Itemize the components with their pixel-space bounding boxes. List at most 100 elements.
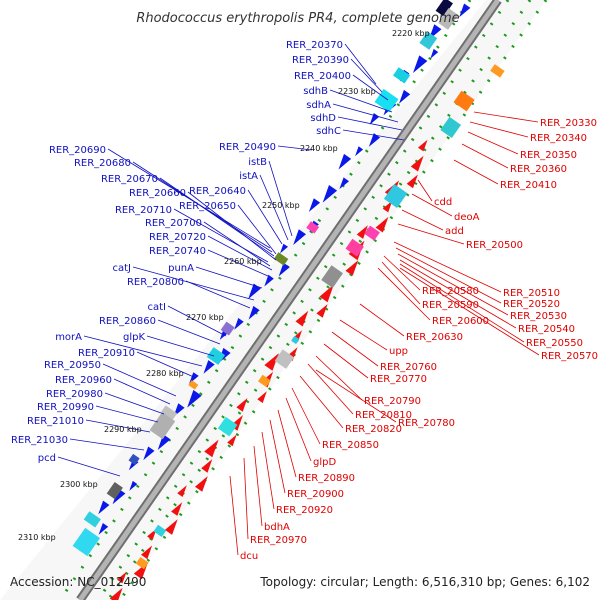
- reverse-gene-label: RER_20410: [500, 180, 557, 191]
- gene-features: [72, 0, 505, 600]
- leader-line: [85, 419, 151, 433]
- track-background: [0, 0, 546, 600]
- forward-gene-label: catI: [148, 302, 167, 313]
- reverse-gene-arrow: [382, 200, 393, 213]
- kbp-tick-label: 2220 kbp: [392, 29, 430, 38]
- reverse-gene-label: RER_20500: [466, 240, 523, 251]
- reverse-gene-label: RER_20510: [503, 288, 560, 299]
- forward-gene-arrow: [248, 283, 261, 300]
- forward-gene-label: istB: [248, 157, 267, 168]
- leader-line: [253, 445, 263, 527]
- gene-feature-block: [438, 8, 459, 30]
- forward-gene-arrow: [234, 318, 244, 330]
- leader-line: [315, 369, 397, 423]
- kbp-tick-label: 2270 kbp: [186, 313, 224, 322]
- leader-line: [159, 177, 275, 257]
- gene-feature-block: [128, 453, 140, 465]
- leader-line: [399, 263, 525, 343]
- reverse-gene-label: cdd: [434, 197, 452, 208]
- forward-gene-labels: RER_20370 RER_20390 RER_20400 sdhB sdhA sdhD s…: [11, 40, 351, 464]
- gene-feature-block: [306, 221, 320, 234]
- forward-gene-arrow: [293, 229, 306, 245]
- kbp-tick-label: 2290 kbp: [104, 425, 142, 434]
- leader-line: [167, 305, 227, 337]
- leader-line: [383, 255, 421, 291]
- forward-gene-label: punA: [168, 263, 194, 274]
- leader-line: [359, 303, 405, 337]
- reverse-gene-label: RER_20790: [364, 396, 421, 407]
- leader-line: [277, 409, 297, 478]
- reverse-gene-arrow: [117, 571, 127, 584]
- leader-line: [185, 280, 251, 309]
- gene-feature-block: [153, 524, 167, 538]
- forward-gene-label: RER_20490: [219, 142, 276, 153]
- forward-gene-arrow: [308, 198, 321, 212]
- leader-line: [277, 145, 313, 151]
- forward-gene-label: sdhA: [306, 100, 331, 111]
- reverse-gene-label: RER_20350: [520, 150, 577, 161]
- reverse-gene-arrow: [141, 545, 153, 560]
- reverse-gene-label: bdhA: [264, 522, 290, 533]
- leader-line: [377, 267, 431, 321]
- forward-gene-arrow: [280, 243, 288, 254]
- accession-text: Accession: NC_012490: [10, 575, 146, 589]
- forward-gene-label: RER_20700: [145, 218, 202, 229]
- kbp-tick-label: 2260 kbp: [224, 257, 262, 266]
- leader-line: [393, 241, 502, 293]
- reverse-gene-arrow: [236, 398, 248, 412]
- leader-line: [243, 457, 249, 540]
- leader-line: [411, 193, 453, 217]
- forward-gene-label: RER_20800: [127, 277, 184, 288]
- forward-gene-label: RER_20650: [179, 201, 236, 212]
- gene-feature-block: [217, 416, 238, 437]
- gene-feature-block: [453, 90, 475, 112]
- forward-gene-label: catJ: [113, 263, 132, 274]
- reverse-gene-label: RER_20530: [510, 311, 567, 322]
- forward-gene-label: sdhD: [310, 113, 336, 124]
- reverse-gene-label: upp: [389, 346, 408, 357]
- kbp-tick-label: 2230 kbp: [338, 87, 376, 96]
- forward-gene-label: RER_20390: [292, 55, 349, 66]
- forward-gene-label: RER_20860: [99, 316, 156, 327]
- gene-feature-block: [258, 374, 271, 388]
- reverse-gene-arrow: [195, 476, 208, 492]
- reverse-gene-arrow: [319, 284, 334, 303]
- reverse-gene-label: RER_20820: [345, 424, 402, 435]
- leader-line: [323, 343, 369, 379]
- leader-line: [69, 438, 145, 451]
- leader-line: [259, 174, 289, 241]
- leader-line: [207, 249, 269, 277]
- reverse-gene-arrow: [109, 587, 123, 600]
- kbp-tick-label: 2300 kbp: [60, 480, 98, 489]
- leader-line: [187, 191, 277, 261]
- reverse-gene-label: RER_20590: [422, 300, 479, 311]
- leader-line: [331, 331, 379, 367]
- reverse-gene-label: RER_20360: [510, 164, 567, 175]
- reverse-gene-label: RER_20970: [250, 535, 307, 546]
- map-title: Rhodococcus erythropolis PR4, complete g…: [136, 11, 459, 26]
- forward-gene-label: RER_20680: [74, 158, 131, 169]
- gene-feature-block: [490, 64, 505, 78]
- leader-line: [207, 235, 273, 271]
- leader-line: [332, 103, 399, 123]
- forward-gene-arrow: [368, 133, 381, 147]
- leader-line: [229, 475, 239, 556]
- reverse-gene-arrow: [406, 174, 418, 189]
- kbp-tick-label: 2240 kbp: [300, 144, 338, 153]
- forward-gene-label: RER_20370: [286, 40, 343, 51]
- reverse-gene-arrow: [227, 434, 237, 447]
- reverse-gene-arrow: [171, 502, 183, 516]
- forward-gene-label: istA: [239, 171, 258, 182]
- forward-gene-label: RER_20660: [129, 188, 186, 199]
- reverse-gene-label: add: [445, 226, 464, 237]
- leader-line: [136, 351, 197, 379]
- gene-feature-block: [188, 380, 199, 390]
- gene-feature-block: [206, 347, 226, 365]
- leader-line: [247, 189, 283, 245]
- leader-line: [337, 116, 403, 131]
- leader-line: [397, 223, 465, 245]
- leader-line: [307, 363, 354, 415]
- forward-gene-arrow: [112, 488, 126, 505]
- leader-line: [339, 319, 388, 351]
- gene-feature-block: [435, 0, 453, 17]
